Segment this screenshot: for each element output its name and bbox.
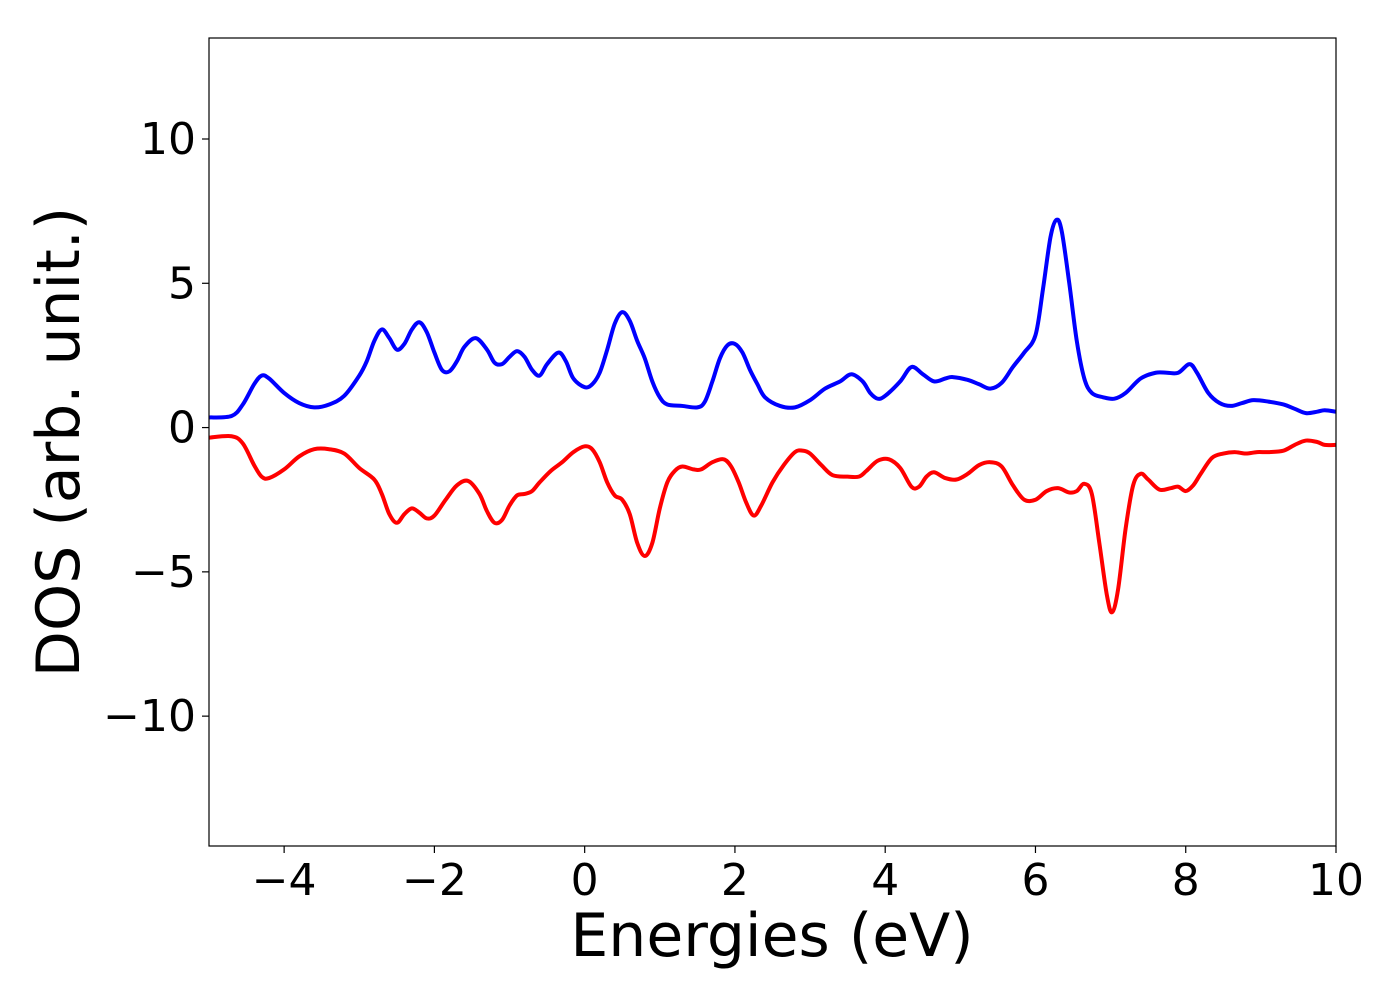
- y-axis-ticks: 10 5 0 −5 −10: [103, 114, 209, 742]
- x-axis-label: Energies (eV): [570, 901, 973, 971]
- x-tick-label: 4: [871, 855, 899, 906]
- x-tick-label: 6: [1021, 855, 1049, 906]
- x-tick-label: −4: [252, 855, 317, 906]
- y-axis-label: DOS (arb. unit.): [24, 207, 94, 677]
- y-tick-label: 5: [168, 258, 196, 309]
- spin-down-line: [209, 434, 1336, 615]
- x-tick-label: 0: [571, 855, 599, 906]
- y-tick-label: 0: [168, 403, 196, 454]
- series-layer: [209, 217, 1336, 615]
- y-tick-label: −10: [103, 691, 196, 742]
- spin-up-line: [209, 217, 1336, 420]
- x-axis-ticks: −4 −2 0 2 4 6 8 10: [252, 846, 1364, 906]
- x-tick-label: 8: [1172, 855, 1200, 906]
- y-tick-label: 10: [140, 114, 196, 165]
- x-tick-label: −2: [402, 855, 467, 906]
- y-tick-label: −5: [131, 547, 196, 598]
- x-tick-label: 2: [721, 855, 749, 906]
- x-tick-label: 10: [1308, 855, 1364, 906]
- plot-frame: [208, 37, 1337, 847]
